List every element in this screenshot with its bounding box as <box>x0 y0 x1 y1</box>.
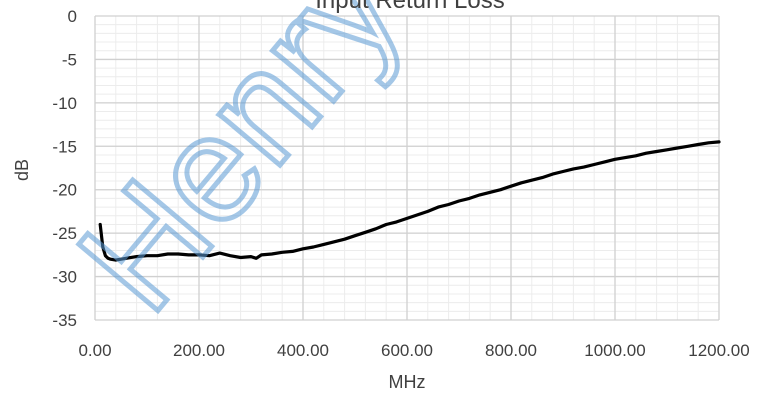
x-tick-label: 400.00 <box>277 341 329 360</box>
y-tick-label: -30 <box>52 268 77 287</box>
x-tick-labels: 0.00 200.00 400.00 600.00 800.00 1000.00 1200.… <box>78 341 749 360</box>
x-axis-title: MHz <box>389 372 426 392</box>
x-tick-label: 1200.00 <box>688 341 749 360</box>
y-axis-title: dB <box>12 159 32 181</box>
chart-title: Input Return Loss <box>315 0 504 14</box>
major-gridlines <box>94 15 720 321</box>
x-tick-label: 600.00 <box>381 341 433 360</box>
x-tick-label: 200.00 <box>173 341 225 360</box>
y-tick-label: -10 <box>52 94 77 113</box>
y-tick-label: -15 <box>52 137 77 156</box>
series-line-return-loss <box>98 140 721 262</box>
x-tick-label: 0.00 <box>78 341 111 360</box>
y-tick-label: -5 <box>62 50 77 69</box>
y-tick-label: 0 <box>68 7 77 26</box>
y-tick-label: -35 <box>52 311 77 330</box>
x-tick-label: 1000.00 <box>584 341 645 360</box>
y-tick-labels: 0 -5 -10 -15 -20 -25 -30 -35 <box>52 7 77 330</box>
y-tick-label: -25 <box>52 224 77 243</box>
y-tick-label: -20 <box>52 181 77 200</box>
x-tick-label: 800.00 <box>485 341 537 360</box>
